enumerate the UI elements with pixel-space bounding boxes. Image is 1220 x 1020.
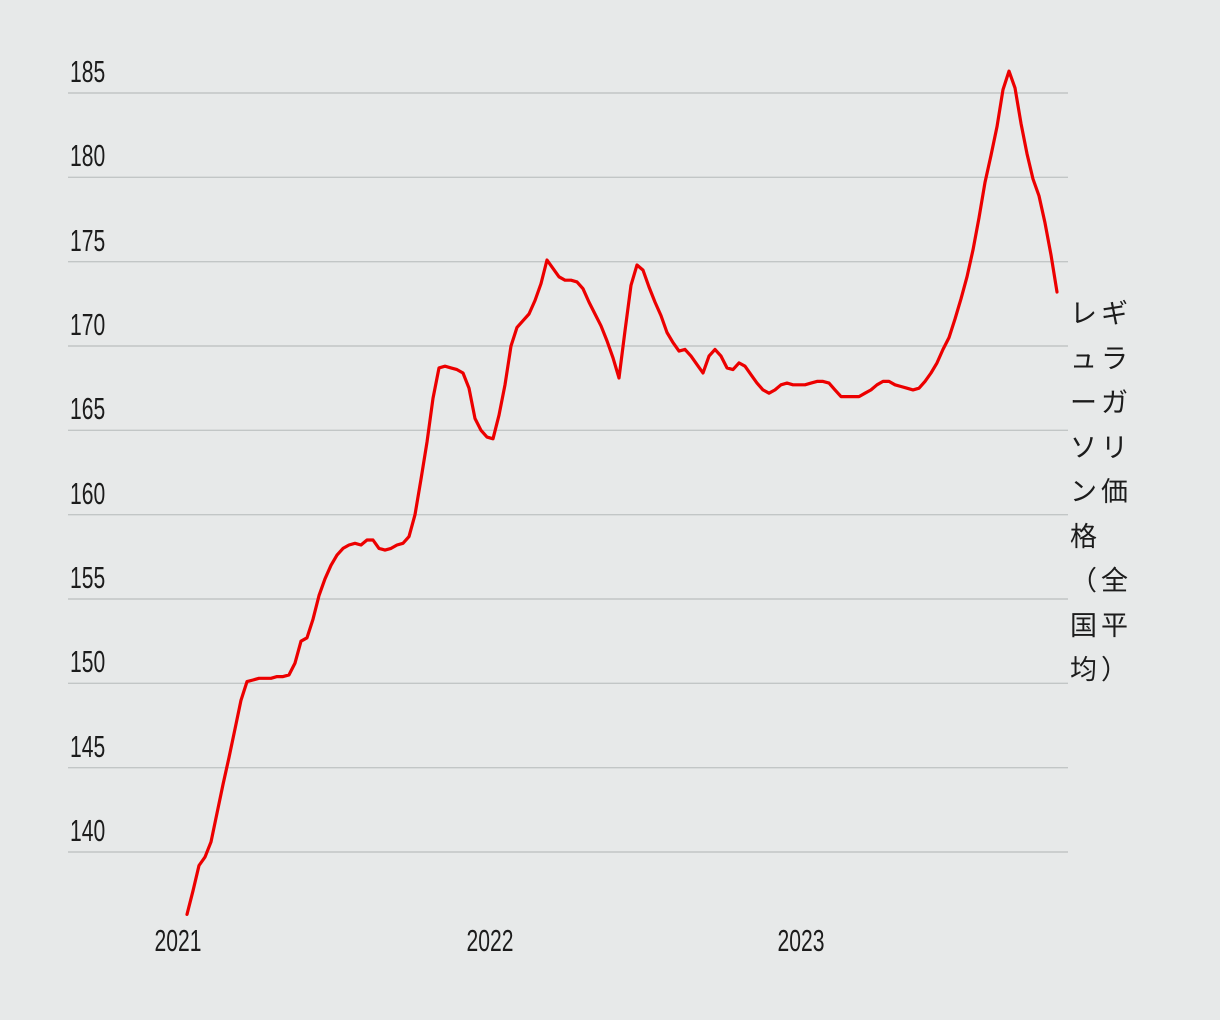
y-axis-tick-label: 140 bbox=[70, 813, 106, 848]
y-axis-tick-label: 185 bbox=[70, 54, 106, 89]
y-axis-tick-label: 155 bbox=[70, 560, 106, 595]
series-label-line: ン価 bbox=[1070, 477, 1132, 507]
y-axis-tick-label: 170 bbox=[70, 307, 106, 342]
y-axis-tick-label: 165 bbox=[70, 391, 106, 427]
series-label-line: レギ bbox=[1070, 299, 1132, 329]
series-label-line: （全 bbox=[1070, 566, 1132, 596]
x-axis-tick-label: 2023 bbox=[777, 923, 825, 958]
x-axis-tick-label: 2022 bbox=[466, 923, 513, 958]
y-axis-tick-label: 145 bbox=[70, 728, 106, 764]
series-label-line: 国平 bbox=[1070, 610, 1132, 641]
series-label-line: ーガ bbox=[1070, 388, 1132, 418]
series-label-line: ュラ bbox=[1070, 343, 1132, 374]
y-axis-tick-label: 150 bbox=[70, 644, 106, 680]
series-label-line: 均） bbox=[1070, 655, 1132, 685]
series-label: レギュラーガソリン価格 （全国平均） bbox=[1070, 292, 1132, 693]
series-label-line: 格 bbox=[1070, 521, 1101, 552]
y-axis-tick-label: 180 bbox=[70, 138, 106, 174]
series-label-line: ソリ bbox=[1070, 432, 1132, 463]
y-axis-tick-label: 175 bbox=[70, 222, 106, 258]
price-line bbox=[185, 69, 1059, 917]
y-axis-tick-label: 160 bbox=[70, 475, 106, 511]
x-axis-tick-label: 2021 bbox=[154, 923, 202, 958]
